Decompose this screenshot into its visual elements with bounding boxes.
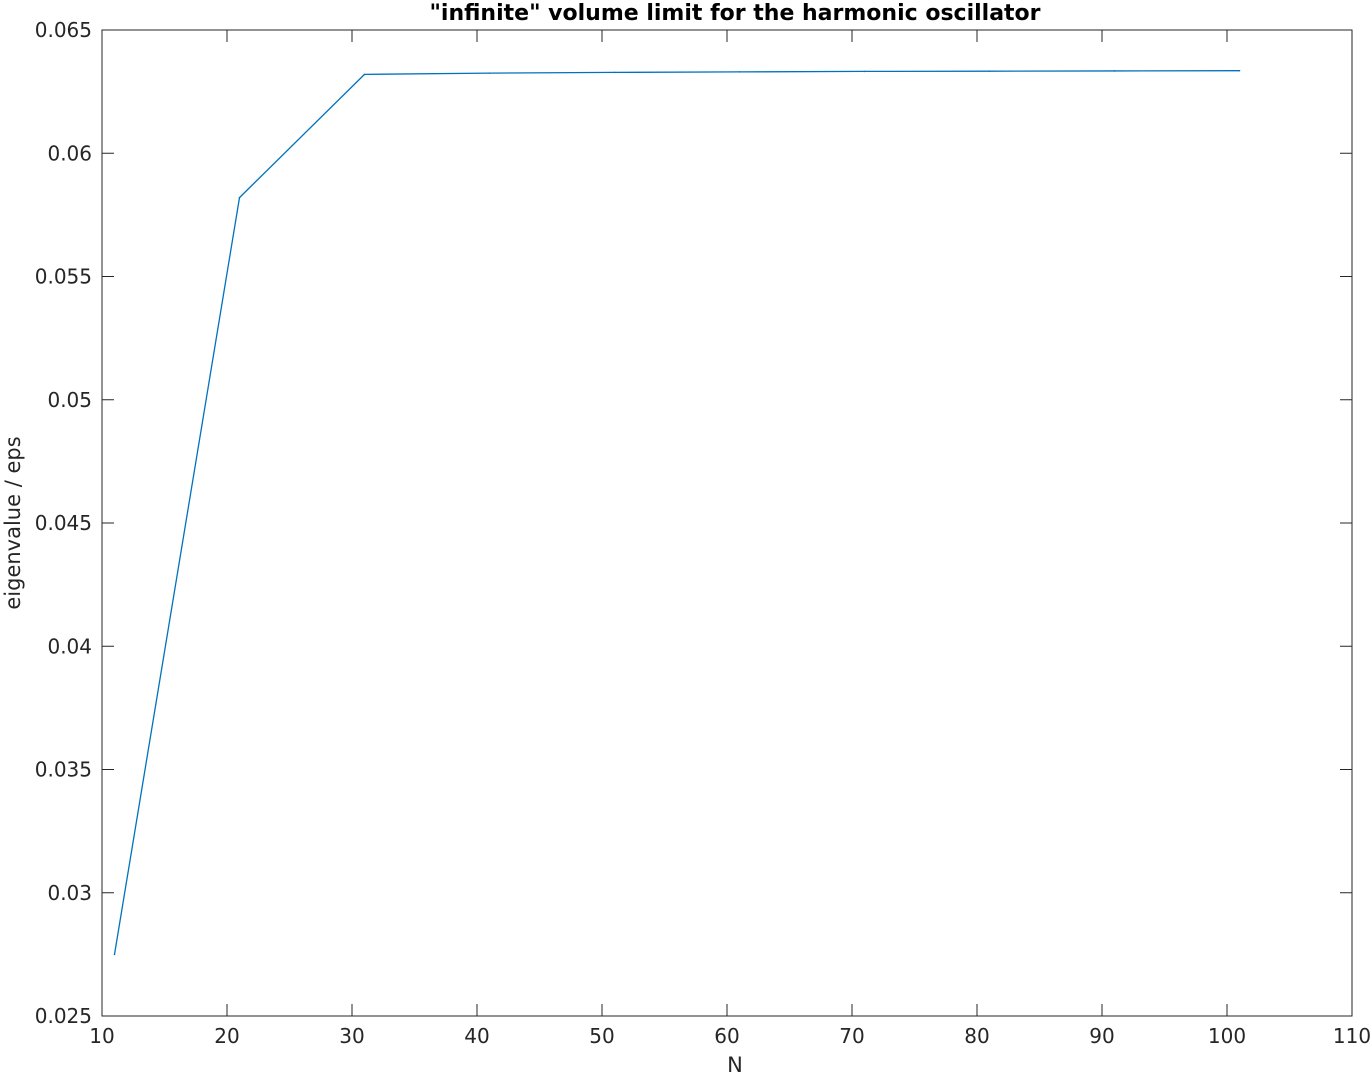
y-tick-label: 0.055 <box>35 265 92 289</box>
x-axis-label: N <box>727 1053 743 1075</box>
x-tick-label: 80 <box>964 1024 989 1048</box>
y-tick-label: 0.06 <box>47 141 92 165</box>
data-point <box>1113 70 1116 72</box>
series-layer <box>113 69 1241 956</box>
data-point <box>488 72 491 74</box>
x-tick-label: 90 <box>1089 1024 1114 1048</box>
y-tick-label: 0.025 <box>35 1004 92 1028</box>
x-tick-label: 50 <box>589 1024 614 1048</box>
y-tick-label: 0.05 <box>47 388 92 412</box>
x-tick-label: 30 <box>339 1024 364 1048</box>
x-tick-label: 60 <box>714 1024 739 1048</box>
data-point <box>988 70 991 72</box>
data-point <box>238 196 241 199</box>
x-tick-label: 110 <box>1333 1024 1371 1048</box>
y-tick-label: 0.04 <box>47 634 92 658</box>
y-axis-label: eigenvalue / eps <box>1 436 25 609</box>
y-tick-label: 0.045 <box>35 511 92 535</box>
chart-title: "infinite" volume limit for the harmonic… <box>429 1 1040 26</box>
data-point <box>863 70 866 73</box>
x-tick-label: 10 <box>89 1024 114 1048</box>
labels-layer: "infinite" volume limit for the harmonic… <box>1 1 1041 1077</box>
x-tick-label: 70 <box>839 1024 864 1048</box>
ticks-layer: 10 20 30 40 50 60 70 80 90 100 110 0.025 0.03 0.035 0.… <box>35 18 1371 1048</box>
data-point <box>613 71 616 74</box>
axes-frame <box>101 29 1353 1017</box>
y-tick-label: 0.035 <box>35 758 92 782</box>
y-tick-label: 0.03 <box>47 881 92 905</box>
x-tick-label: 100 <box>1208 1024 1246 1048</box>
x-tick-label: 20 <box>214 1024 239 1048</box>
data-point <box>113 953 116 956</box>
x-tick-label: 40 <box>464 1024 489 1048</box>
data-point <box>363 73 366 76</box>
data-point <box>738 71 741 73</box>
y-tick-label: 0.065 <box>35 18 92 42</box>
data-point <box>1238 69 1241 72</box>
series-line <box>113 70 1240 955</box>
plot-area <box>101 29 1353 1017</box>
